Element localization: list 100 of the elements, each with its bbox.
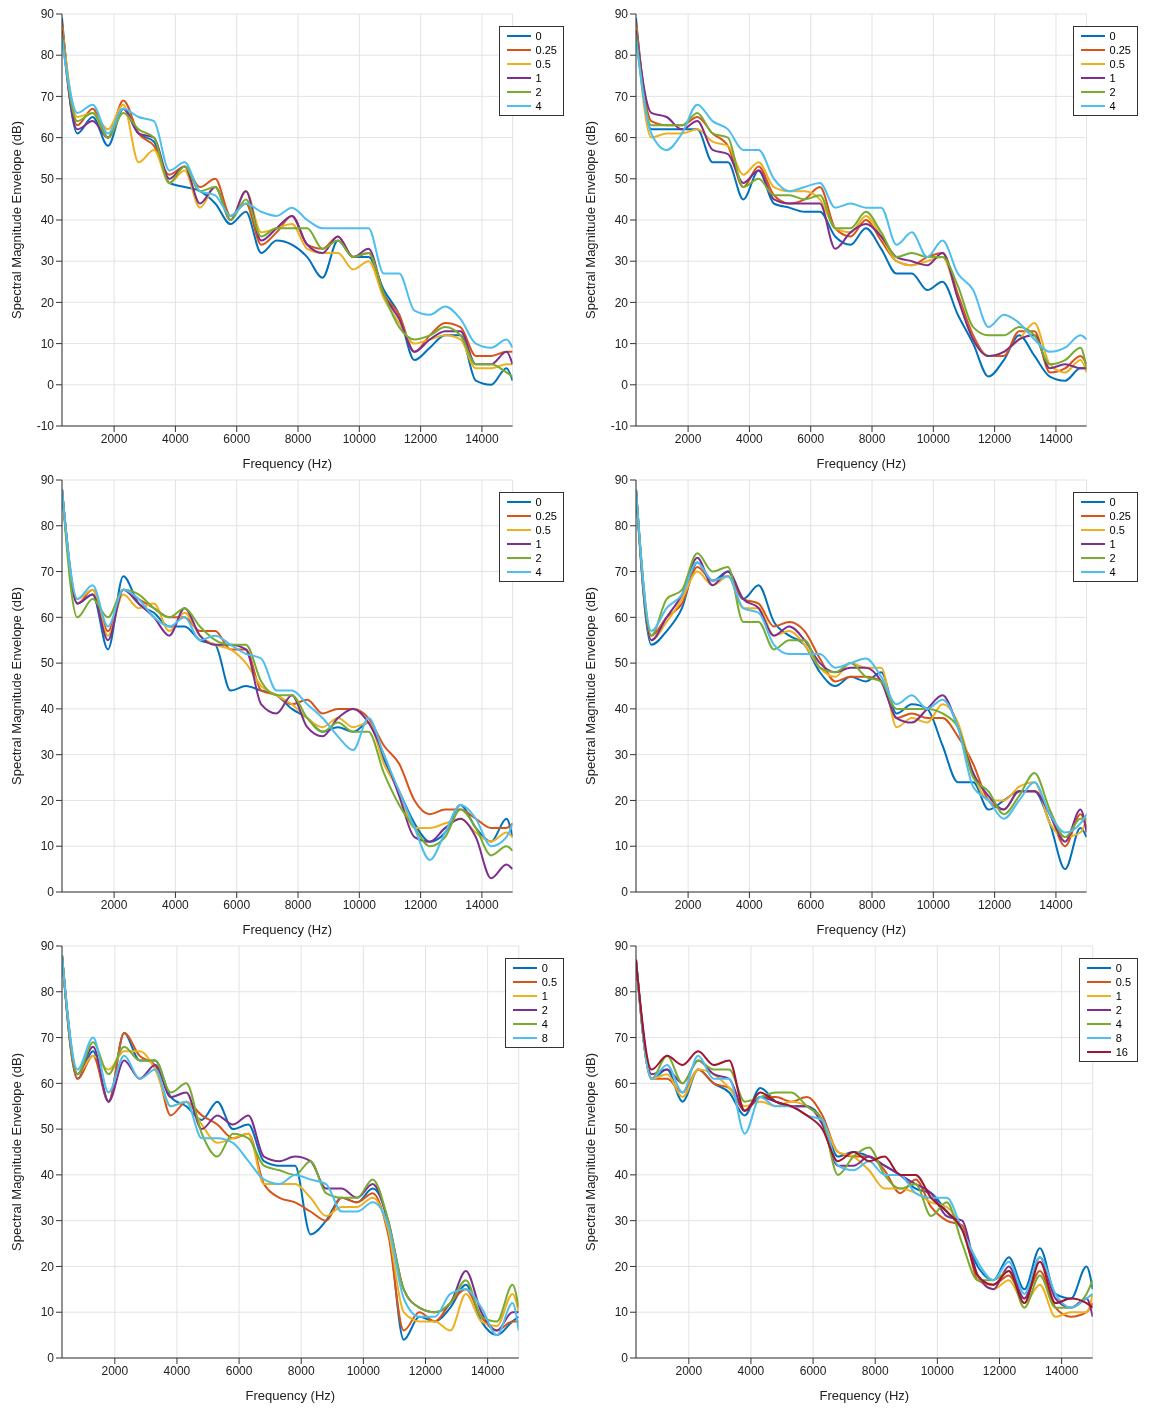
y-tick-label: 30 [614, 1213, 629, 1228]
x-tick-label: 14000 [1039, 897, 1073, 912]
y-tick-label: 90 [40, 939, 55, 954]
y-tick-label: 20 [40, 793, 55, 808]
y-tick-label: 30 [614, 747, 629, 762]
y-tick-label: 90 [40, 7, 55, 22]
y-tick-label: 60 [40, 610, 55, 625]
y-tick-label: 10 [40, 336, 55, 351]
legend-label: 0.25 [1109, 44, 1131, 56]
y-tick-label: 60 [614, 1076, 629, 1091]
x-tick-label: 14000 [470, 1363, 505, 1378]
legend-label: 0.5 [541, 976, 557, 988]
legend-label: 0.5 [535, 524, 551, 536]
y-tick-label: 40 [614, 213, 629, 228]
x-tick-label: 4000 [162, 897, 190, 912]
y-axis-title: Spectral Magnitude Envelope (dB) [582, 1052, 598, 1252]
x-tick-label: 12000 [403, 431, 438, 446]
x-tick-label: 10000 [346, 1363, 381, 1378]
x-tick-label: 14000 [1044, 1363, 1079, 1378]
y-tick-label: 10 [40, 839, 55, 854]
y-tick-label: 90 [614, 939, 629, 954]
x-tick-label: 12000 [408, 1363, 443, 1378]
x-tick-label: 12000 [977, 897, 1012, 912]
x-axis-title: Frequency (Hz) [816, 456, 907, 471]
x-axis-title: Frequency (Hz) [242, 456, 333, 471]
y-tick-label: 20 [614, 295, 629, 310]
x-tick-label: 2000 [100, 431, 128, 446]
y-tick-label: 80 [40, 985, 55, 1000]
y-tick-label: 70 [614, 564, 629, 579]
y-tick-label: 50 [40, 172, 55, 187]
legend-label: 8 [1115, 1032, 1122, 1044]
legend-label: 2 [541, 1004, 548, 1016]
y-tick-label: 90 [614, 473, 629, 488]
y-tick-label: 50 [614, 1122, 629, 1137]
x-tick-label: 8000 [284, 431, 312, 446]
y-axis-title: Spectral Magnitude Envelope (dB) [8, 586, 24, 786]
y-tick-label: 50 [40, 656, 55, 671]
x-tick-label: 6000 [223, 897, 251, 912]
x-tick-label: 2000 [100, 897, 128, 912]
y-tick-label: 40 [40, 702, 55, 717]
y-tick-label: 50 [40, 1122, 55, 1137]
x-tick-label: 6000 [799, 1363, 827, 1378]
y-tick-label: 20 [614, 1259, 629, 1274]
legend-label: 1 [535, 538, 542, 550]
legend-label: 1 [535, 72, 542, 84]
x-tick-label: 6000 [223, 431, 251, 446]
y-tick-label: 10 [614, 1305, 629, 1320]
y-tick-label: 70 [40, 1030, 55, 1045]
legend-label: 0.25 [1109, 510, 1131, 522]
y-tick-label: 70 [614, 89, 629, 104]
y-tick-label: 50 [614, 172, 629, 187]
x-tick-label: 10000 [342, 431, 377, 446]
y-tick-label: 60 [40, 1076, 55, 1091]
legend-label: 2 [1109, 552, 1116, 564]
legend-label: 0.5 [535, 58, 551, 70]
y-tick-label: 90 [40, 473, 55, 488]
y-tick-label: 40 [40, 1168, 55, 1183]
y-tick-label: 0 [621, 378, 629, 393]
legend-label: 0 [1109, 30, 1116, 42]
x-tick-label: 4000 [162, 431, 190, 446]
legend-label: 16 [1115, 1046, 1128, 1058]
x-tick-label: 2000 [674, 431, 702, 446]
legend-label: 1 [1109, 72, 1116, 84]
x-tick-label: 6000 [797, 431, 825, 446]
x-tick-label: 12000 [977, 431, 1012, 446]
y-tick-label: 20 [40, 295, 55, 310]
x-tick-label: 4000 [737, 1363, 765, 1378]
x-tick-label: 4000 [163, 1363, 191, 1378]
x-tick-label: 10000 [916, 431, 951, 446]
x-tick-label: 12000 [403, 897, 438, 912]
legend-label: 4 [535, 566, 542, 578]
legend-label: 0 [535, 30, 542, 42]
legend-label: 0.5 [1109, 58, 1125, 70]
x-tick-label: 2000 [674, 897, 702, 912]
y-axis-title: Spectral Magnitude Envelope (dB) [8, 1052, 24, 1252]
x-axis-title: Frequency (Hz) [819, 1388, 910, 1403]
legend-label: 4 [1109, 100, 1116, 112]
y-tick-label: 90 [614, 7, 629, 22]
y-tick-label: 70 [40, 564, 55, 579]
y-axis-title: Spectral Magnitude Envelope (dB) [582, 586, 598, 786]
x-axis-title: Frequency (Hz) [245, 1388, 336, 1403]
legend-label: 4 [1115, 1018, 1122, 1030]
y-tick-label: 30 [614, 254, 629, 269]
y-tick-label: 30 [40, 1213, 55, 1228]
y-tick-label: 10 [614, 839, 629, 854]
x-axis-title: Frequency (Hz) [242, 922, 333, 937]
legend-label: 2 [1115, 1004, 1122, 1016]
x-tick-label: 2000 [101, 1363, 129, 1378]
legend-label: 0.25 [535, 44, 557, 56]
legend-label: 1 [1115, 990, 1122, 1002]
legend-label: 0 [535, 496, 542, 508]
x-tick-label: 4000 [736, 897, 764, 912]
y-tick-label: 60 [614, 130, 629, 145]
x-tick-label: 14000 [465, 431, 499, 446]
y-tick-label: 80 [614, 985, 629, 1000]
x-tick-label: 14000 [465, 897, 499, 912]
x-tick-label: 10000 [920, 1363, 955, 1378]
legend-label: 0 [1115, 962, 1122, 974]
legend-label: 0 [541, 962, 548, 974]
legend-label: 4 [541, 1018, 548, 1030]
